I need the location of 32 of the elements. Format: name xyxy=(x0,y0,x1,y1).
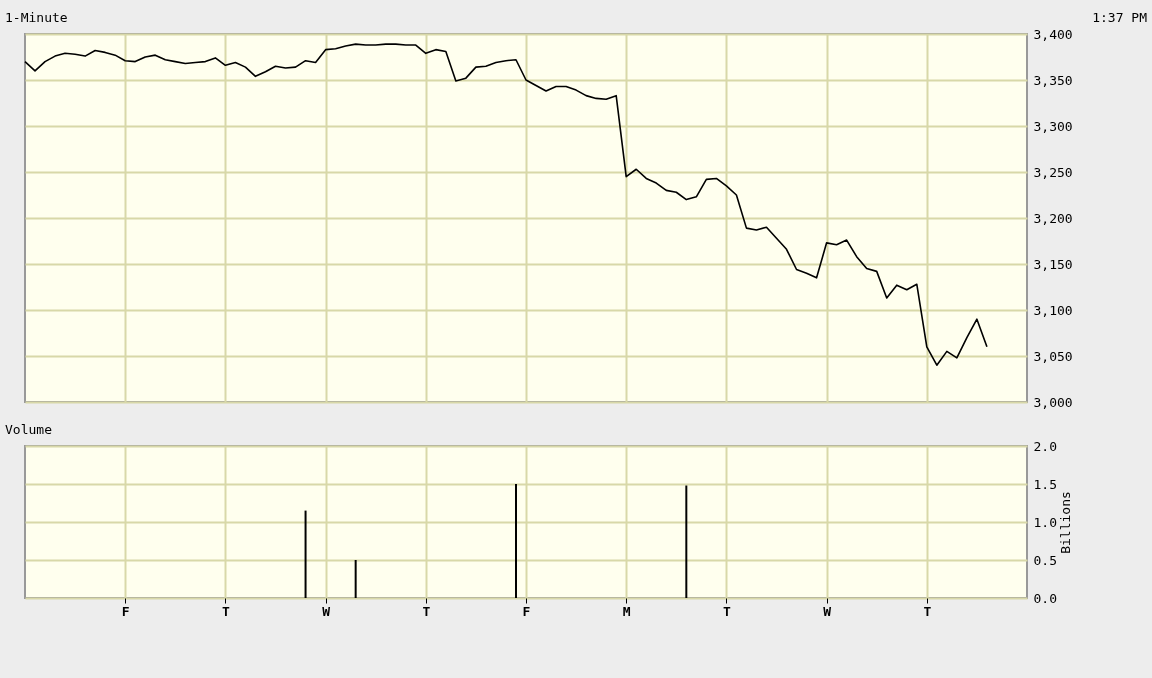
text: 1:37 PM xyxy=(1092,10,1148,25)
x-tick-label: F xyxy=(121,603,130,619)
bar xyxy=(685,485,688,598)
y-tick-label: 3,150 xyxy=(1033,256,1073,272)
y-tick-label: 3,000 xyxy=(1033,394,1073,410)
bar xyxy=(304,510,307,598)
x-tick-label: W xyxy=(823,603,832,619)
y-tick-label: 3,200 xyxy=(1033,210,1073,226)
x-tick-label: W xyxy=(322,603,331,619)
y-tick-label: 0.0 xyxy=(1033,590,1057,606)
chart-title: 1-Minute xyxy=(5,10,68,25)
y-tick-label: 3,100 xyxy=(1033,302,1073,318)
x-tick-label: T xyxy=(221,603,230,619)
y-tick-label: 3,250 xyxy=(1033,164,1073,180)
x-tick-label: M xyxy=(622,603,631,619)
y-tick-label: 3,050 xyxy=(1033,348,1073,364)
x-tick-label: T xyxy=(422,603,431,619)
x-tick-label: T xyxy=(923,603,932,619)
y-tick-label: 3,400 xyxy=(1033,26,1073,42)
y-tick-label: 2.0 xyxy=(1033,438,1057,454)
y-axis-title: Billions xyxy=(1057,491,1073,554)
x-tick-label: F xyxy=(522,603,531,619)
bar xyxy=(514,484,517,598)
line-series xyxy=(24,43,988,366)
y-tick-label: 1.0 xyxy=(1033,514,1057,530)
x-tick-label: T xyxy=(722,603,731,619)
y-tick-label: 0.5 xyxy=(1033,552,1057,568)
chart-title: Volume xyxy=(5,422,53,437)
y-tick-label: 1.5 xyxy=(1033,476,1057,492)
y-tick-label: 3,300 xyxy=(1033,118,1073,134)
y-tick-label: 3,350 xyxy=(1033,72,1073,88)
bar xyxy=(354,560,357,598)
